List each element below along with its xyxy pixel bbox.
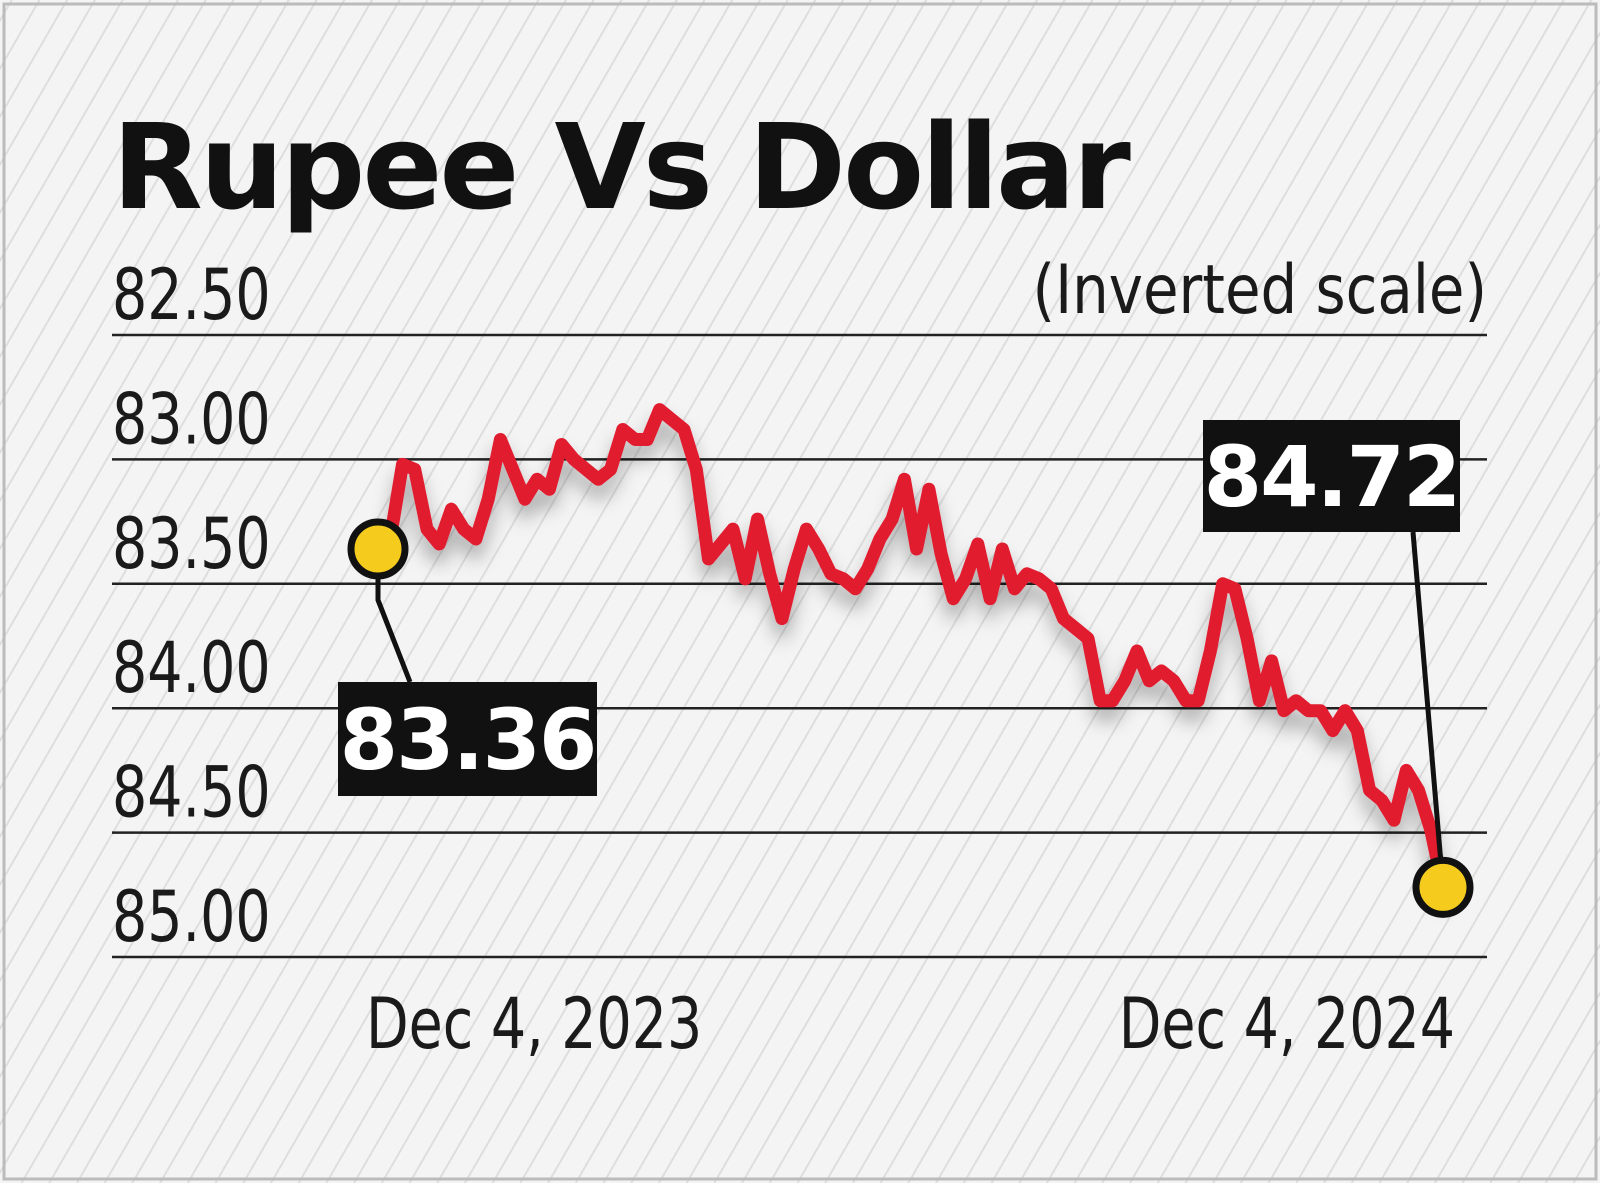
y-tick-label: 83.50 <box>112 503 271 585</box>
series-line <box>371 403 1450 894</box>
value-box <box>1203 420 1460 532</box>
x-tick-label: Dec 4, 2023 <box>366 983 702 1065</box>
value-label: 83.36 <box>340 691 596 789</box>
y-tick-label: 85.00 <box>112 876 271 958</box>
chart-title: Rupee Vs Dollar <box>112 98 1131 236</box>
x-tick-label: Dec 4, 2024 <box>1119 983 1455 1065</box>
annotations: Dec 4, 2023 Dec 4, 2024 83.36 84.72 <box>338 420 1474 1065</box>
y-tick-label: 84.00 <box>112 627 271 709</box>
y-tick-label: 83.00 <box>112 379 271 461</box>
end-dot <box>1412 856 1474 918</box>
chart-subtitle: (Inverted scale) <box>1033 249 1487 329</box>
value-box <box>338 682 597 796</box>
plot <box>371 403 1450 894</box>
end-dot <box>347 518 409 580</box>
y-tick-label: 84.50 <box>112 752 271 834</box>
y-tick-label: 82.50 <box>112 254 271 336</box>
leader-line <box>1410 531 1446 888</box>
grid: 82.50 83.00 83.50 84.00 84.50 85.00 <box>112 254 1487 959</box>
value-label: 84.72 <box>1204 428 1460 526</box>
